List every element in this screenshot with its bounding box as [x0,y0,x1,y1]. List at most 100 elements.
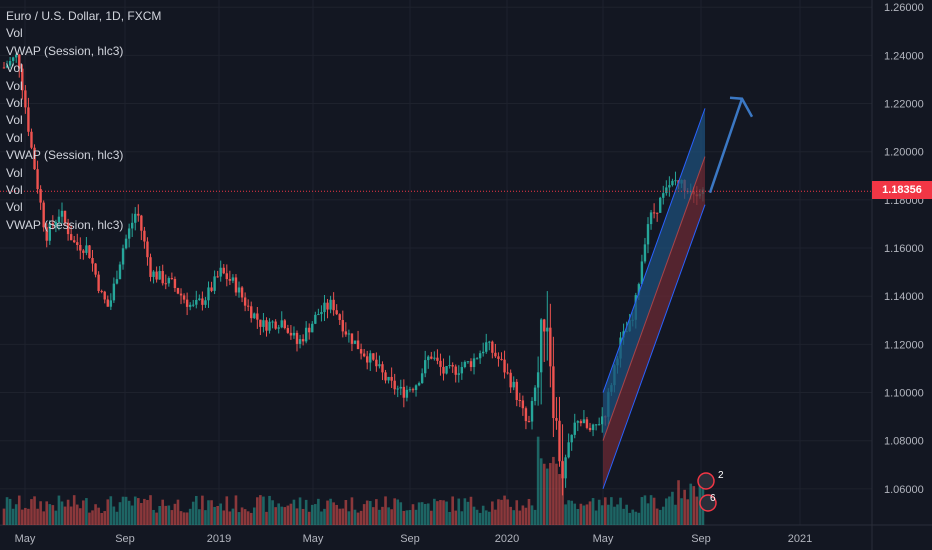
candle-body [158,271,161,280]
candle-body [570,434,573,443]
candle-body [362,353,366,357]
indicator-label[interactable]: VWAP (Session, hlc3) [6,43,124,58]
indicator-label[interactable]: VWAP (Session, hlc3) [6,217,124,232]
indicator-label[interactable]: Vol [6,61,23,76]
candle-body [66,222,70,235]
volume-bar [619,497,622,525]
candle-body [524,408,528,422]
volume-bar [484,510,488,525]
volume-bar [42,511,45,525]
candle-body [295,332,299,344]
volume-bar [497,499,500,525]
volume-bar [661,506,665,525]
channel-mid-line [602,156,706,441]
candle-body [408,389,412,391]
volume-bar [133,496,137,525]
volume-bar [396,499,400,525]
candle-body [332,299,335,311]
volume-bar [549,463,552,525]
volume-bar [613,506,616,525]
volume-bar [216,505,219,525]
volume-bar [127,500,131,525]
candle-body [329,299,332,310]
candle-body [219,267,222,277]
candle-body [659,197,662,213]
candle-body [646,224,650,245]
candle-body [277,327,280,329]
candle-body [378,364,381,367]
candle-body [414,385,418,390]
candle-body [457,373,460,375]
candle-body [491,341,494,353]
candle-body [439,360,442,367]
candle-body [246,305,250,307]
indicator-label[interactable]: VWAP (Session, hlc3) [6,148,124,163]
indicator-label[interactable]: Vol [6,96,23,111]
candle-body [195,299,198,305]
volume-bar [665,498,668,525]
candle-body [240,287,244,298]
volume-bar [539,458,543,525]
candle-body [372,353,375,360]
indicator-label[interactable]: Vol [6,26,23,41]
indicator-label[interactable]: Vol [6,200,23,215]
volume-bar [326,500,329,525]
volume-bar [567,500,570,525]
indicator-label[interactable]: Vol [6,113,23,128]
volume-bar [478,512,482,525]
candle-body [42,202,45,228]
candle-body [292,332,296,336]
candle-body [320,312,323,315]
volume-bar [335,504,338,525]
candle-body [399,386,402,389]
volume-bar [149,495,152,525]
indicator-label[interactable]: Vol [6,130,23,145]
volume-bar [115,511,119,525]
y-tick-label: 1.20000 [884,147,924,159]
volume-bar [2,508,6,525]
candle-body [311,323,314,333]
x-tick-label: Sep [400,533,420,545]
indicator-label[interactable]: Vol [6,183,23,198]
volume-bar [176,499,180,525]
candle-body [509,372,512,388]
volume-bar [518,510,522,525]
volume-bar [570,500,574,525]
symbol-title: Euro / U.S. Dollar, 1D, FXCM [6,9,162,23]
candle-body [665,187,668,194]
indicator-label[interactable]: Vol [6,78,23,93]
volume-bar [304,499,308,525]
candle-body [323,302,326,313]
candle-body [387,376,390,381]
volume-bar [332,502,335,525]
candle-body [393,380,396,390]
volume-bar [11,508,15,525]
volume-bar [680,498,683,525]
volume-bar [591,498,595,525]
volume-bar [658,509,662,525]
channel-upper-zone [603,108,705,441]
candle-body [402,386,406,398]
candle-body [210,287,213,291]
indicator-label[interactable]: Vol [6,165,23,180]
volume-bar [521,505,525,525]
event-marker-icon [699,494,717,512]
volume-bar [66,499,70,525]
volume-bar [503,495,506,525]
candle-body [579,421,583,424]
x-tick-label: 2019 [207,533,231,545]
volume-bar [481,505,485,525]
volume-bar [555,463,558,525]
volume-bar [271,500,274,525]
candle-body [594,424,598,426]
candle-body [298,339,302,344]
candle-body [161,271,164,284]
candle-body [488,341,491,343]
volume-bar [603,497,607,525]
volume-bar [72,495,76,525]
candle-body [100,290,103,292]
candle-body [256,313,259,320]
volume-bar [179,511,183,525]
